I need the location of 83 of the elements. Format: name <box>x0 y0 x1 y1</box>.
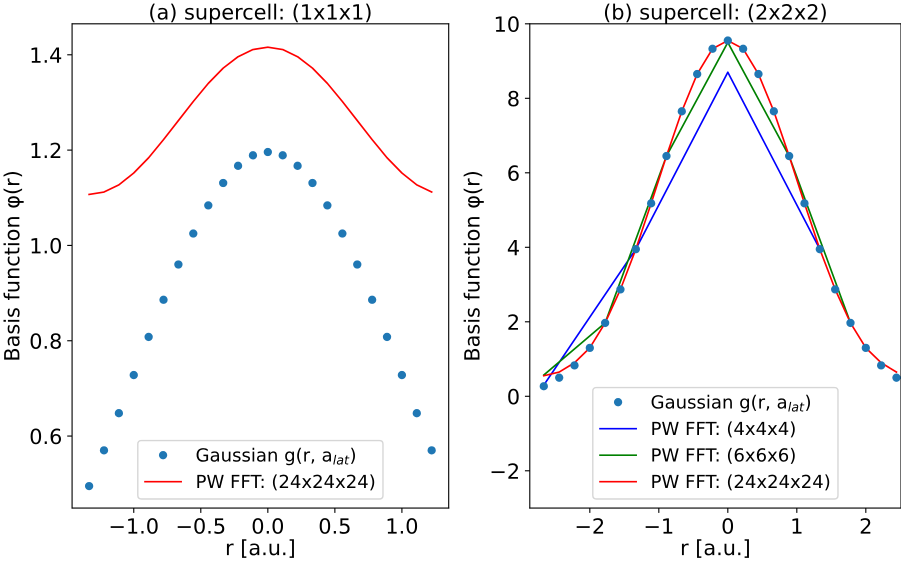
point <box>293 162 302 170</box>
point <box>338 229 347 238</box>
point <box>646 199 656 208</box>
point <box>724 36 732 45</box>
point <box>678 107 686 116</box>
x-axis-title: r [a.u.] <box>682 539 749 558</box>
y-tick-label: 0.6 <box>30 428 62 444</box>
point <box>323 201 332 210</box>
x-tick-label: 2 <box>860 518 870 534</box>
point <box>632 244 640 254</box>
point <box>555 374 564 382</box>
y-axis-title: Basis function φ(r) <box>4 172 24 360</box>
point <box>784 152 794 160</box>
point <box>570 361 579 370</box>
point <box>84 482 94 490</box>
y-tick-label: 1.2 <box>32 142 60 158</box>
y-tick-label: 10 <box>496 16 519 32</box>
y-tick-label: 0 <box>508 388 519 404</box>
y-tick-label: 0.8 <box>30 333 61 349</box>
y-tick-label: 1.4 <box>32 48 62 63</box>
x-axis-title: r [a.u.] <box>226 539 294 558</box>
y-tick-label: 2 <box>508 314 518 330</box>
x-tick-label: −1.0 <box>110 518 158 534</box>
x-tick-label: −2 <box>576 518 604 534</box>
point <box>204 201 212 210</box>
point <box>662 152 671 160</box>
point <box>130 370 138 380</box>
point <box>308 178 317 188</box>
point <box>174 260 183 269</box>
point <box>278 151 287 160</box>
point <box>382 332 392 342</box>
point <box>540 382 548 390</box>
x-tick-label: 0.0 <box>252 518 284 534</box>
x-tick-label: −1 <box>646 518 672 534</box>
chart-title: (b) supercell: (2x2x2) <box>604 4 826 24</box>
point <box>264 148 272 156</box>
point <box>816 244 824 254</box>
x-tick-label: 0.5 <box>320 518 350 534</box>
y-tick-label: 8 <box>508 90 519 107</box>
y-axis-title: Basis function φ(r) <box>464 172 484 360</box>
point <box>600 318 610 328</box>
x-tick-label: −0.5 <box>178 518 224 534</box>
x-tick-label: 1 <box>792 518 802 534</box>
point <box>586 344 594 352</box>
point <box>708 44 717 53</box>
point <box>412 409 421 418</box>
point <box>159 296 168 304</box>
point <box>892 374 901 382</box>
x-tick-label: 0 <box>722 518 734 534</box>
point <box>846 318 855 328</box>
point <box>219 178 228 188</box>
point <box>693 70 702 78</box>
legend-label: PW FFT: (4x4x4) <box>652 421 795 438</box>
point <box>100 446 108 455</box>
point <box>616 285 625 294</box>
legend-label: Gaussian g(r, a$_{lat}$) <box>196 448 355 466</box>
point <box>368 296 376 304</box>
y-tick-label: 1.0 <box>32 238 61 254</box>
chart-title: (a) supercell: (1x1x1) <box>150 4 371 24</box>
legend-label: PW FFT: (6x6x6) <box>652 448 795 464</box>
point <box>114 409 124 418</box>
point <box>144 332 153 342</box>
point <box>248 151 258 160</box>
point <box>428 446 436 455</box>
point <box>862 344 870 352</box>
point <box>353 260 362 269</box>
y-tick-label: 4 <box>508 240 519 256</box>
x-tick-label: 1.0 <box>388 518 418 534</box>
point <box>234 162 242 170</box>
point <box>770 107 778 116</box>
point <box>738 44 748 53</box>
point <box>876 361 886 370</box>
line-series <box>88 46 433 196</box>
y-tick-label: 6 <box>508 165 519 182</box>
point <box>189 229 198 238</box>
point <box>800 199 809 208</box>
y-tick-label: −2 <box>492 463 518 479</box>
legend-label: PW FFT: (24x24x24) <box>652 474 830 490</box>
point <box>831 285 840 294</box>
point <box>398 370 406 380</box>
legend-label: Gaussian g(r, a$_{lat}$) <box>652 394 810 412</box>
legend-label: PW FFT: (24x24x24) <box>197 474 374 490</box>
point <box>754 70 763 78</box>
